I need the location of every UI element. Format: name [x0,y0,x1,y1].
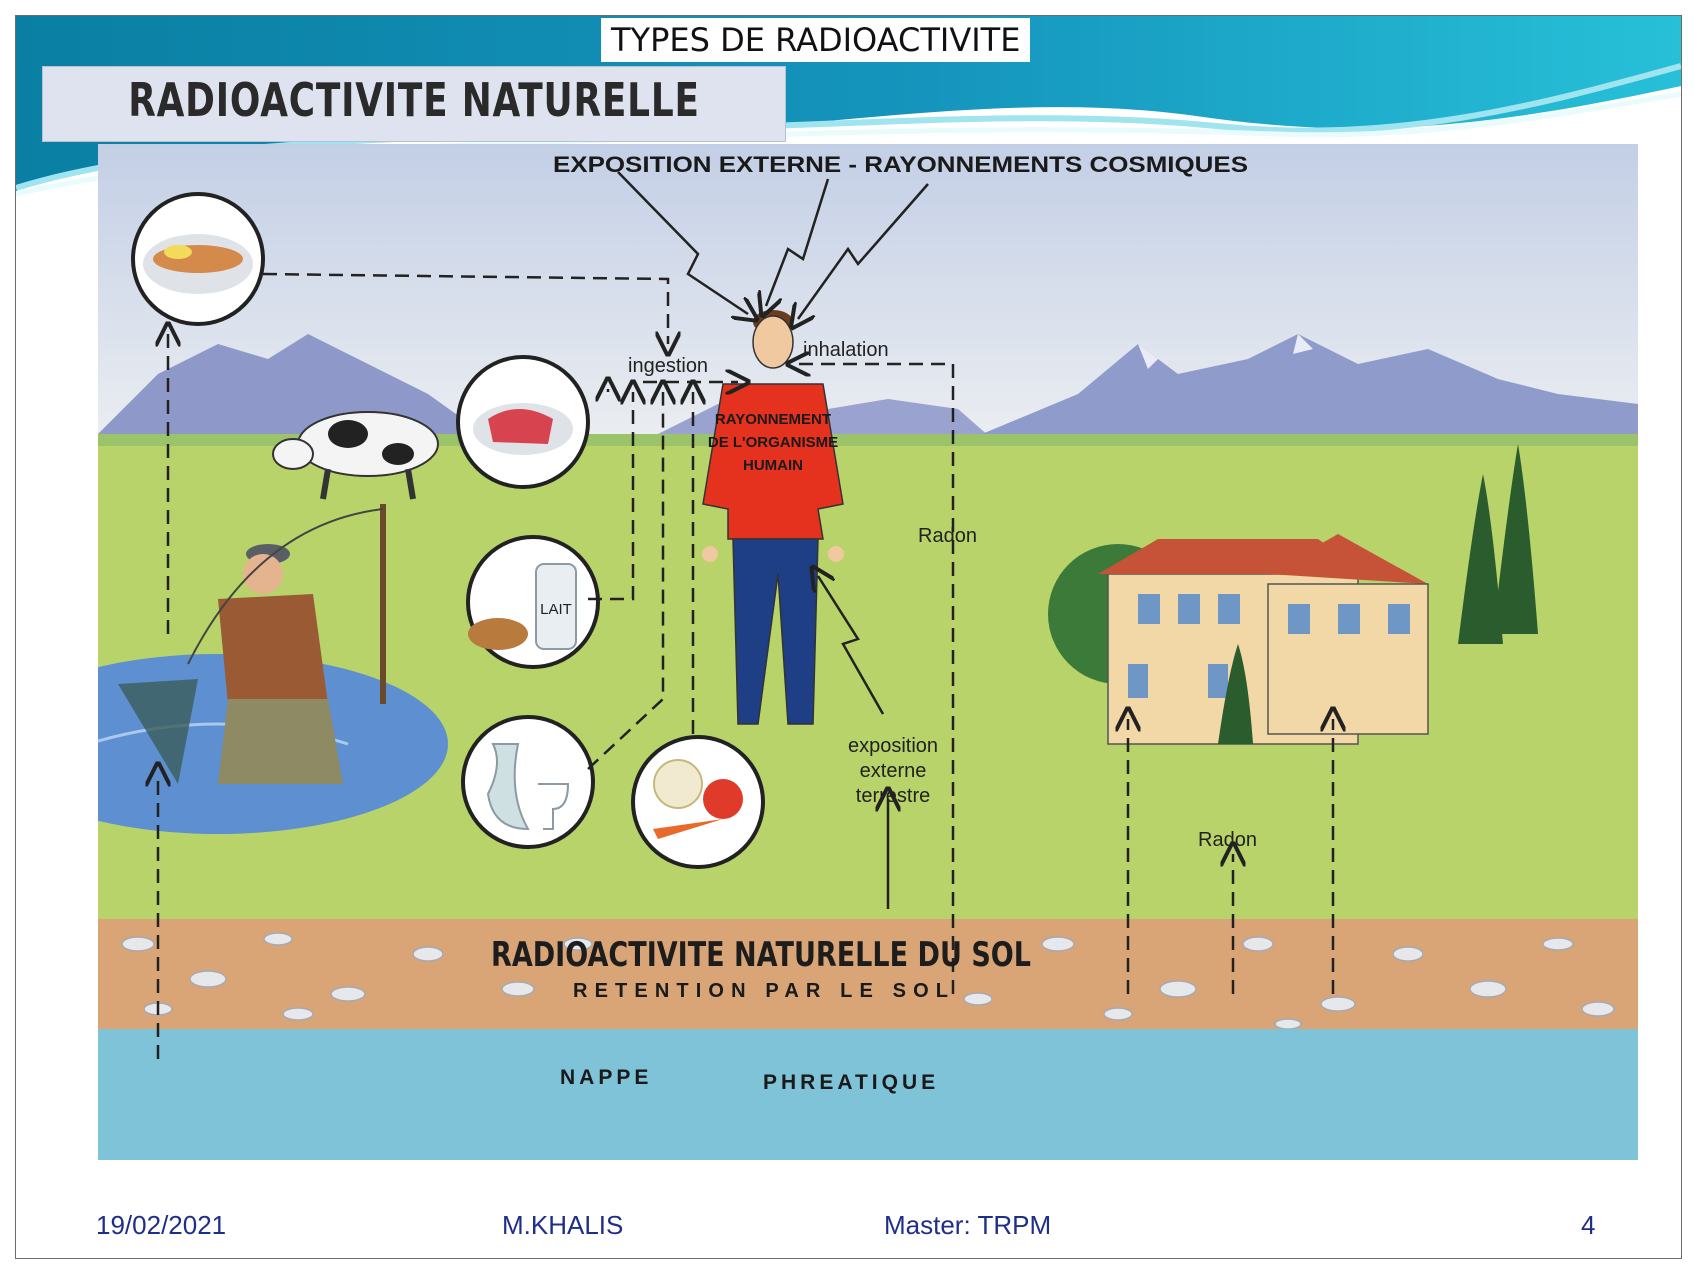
slide-subtitle: RADIOACTIVITE NATURELLE [128,73,700,127]
cosmic-ray-arrows [617,171,929,909]
groundwater-label-left: NAPPE [560,1066,652,1089]
terrestrial-exposure-line2: externe [860,760,927,782]
human-figure [702,310,844,725]
body-radiation-line2: DE L'ORGANISME [708,434,838,451]
meat-plate [456,355,590,489]
body-radiation-line1: RAYONNEMENT [715,411,831,428]
cow [272,411,439,500]
body-radiation-line3: HUMAIN [743,457,803,474]
slide-title: TYPES DE RADIOACTIVITE [601,18,1031,62]
cosmic-exposure-label: EXPOSITION EXTERNE - RAYONNEMENTS COSMIQ… [553,152,1248,177]
ingestion-label: ingestion [628,355,708,377]
footer-course: Master: TRPM [884,1210,1052,1240]
inhalation-label: inhalation [803,339,889,361]
footer-page-number: 4 [1581,1210,1596,1240]
milk-label: LAIT [540,601,572,618]
soil-layer [98,919,1638,1029]
terrestrial-exposure-line3: terrestre [856,785,930,807]
radioactivity-illustration: LAIT RAYONNEMENT DE L'ORGANISME HUMAIN [98,144,1638,1160]
footer-date: 19/02/2021 [96,1210,227,1240]
subtitle-box: RADIOACTIVITE NATURELLE [42,66,786,142]
radon-label-top: Radon [918,525,977,547]
milk-bread: LAIT [466,535,600,669]
slide: TYPES DE RADIOACTIVITE RADIOACTIVITE NAT… [15,15,1682,1259]
house [1048,444,1538,745]
groundwater-layer [98,1029,1638,1160]
footer-author: M.KHALIS [502,1210,624,1240]
fisherman [118,504,386,784]
terrestrial-exposure-line1: exposition [848,735,938,757]
pathway-lines [158,272,1333,1059]
water-carafe [461,715,595,849]
fish-plate [131,192,265,326]
vegetables [631,735,765,869]
mountains-right [958,334,1638,444]
soil-radioactivity-label: RADIOACTIVITE NATURELLE DU SOL [491,935,1031,975]
radon-label-house: Radon [1198,829,1257,851]
groundwater-label-right: PHREATIQUE [763,1071,939,1094]
